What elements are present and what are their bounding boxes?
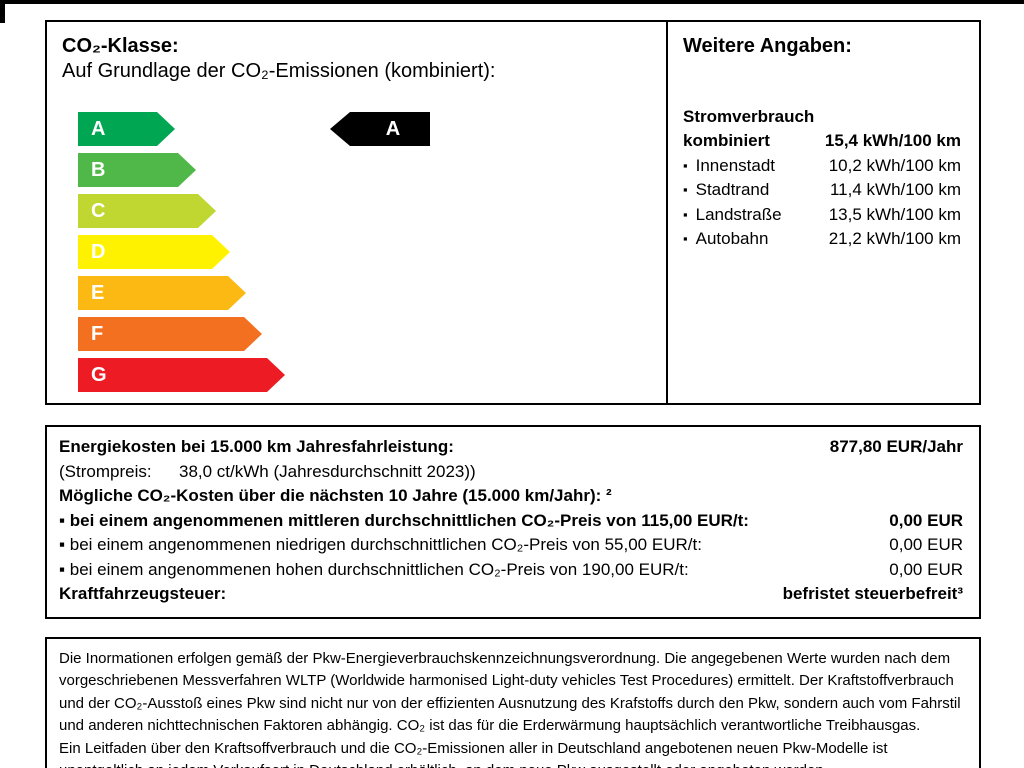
legal-paragraph-1: Die Inormationen erfolgen gemäß der Pkw-… xyxy=(59,649,961,735)
legal-text-panel: Die Inormationen erfolgen gemäß der Pkw-… xyxy=(45,636,981,768)
co2-class-arrow-A: A xyxy=(78,112,175,146)
row-label: Autobahn xyxy=(695,229,769,248)
co2-class-letter: B xyxy=(91,158,106,181)
row-label: Energiekosten bei 15.000 km Jahresfahrle… xyxy=(59,437,454,456)
consumption-title: Stromverbrauch xyxy=(683,107,815,126)
co2-class-arrow-B: B xyxy=(78,153,196,187)
co2-class-letter: C xyxy=(91,199,106,222)
co2-price-mid-row: ▪ bei einem angenommenen mittleren durch… xyxy=(59,509,963,534)
consumption-row-stadtrand: ▪ Stadtrand 11,4 kWh/100 km xyxy=(683,178,961,203)
row-value: 0,00 EUR xyxy=(889,535,963,554)
details-title: Weitere Angaben: xyxy=(683,35,852,57)
outer-frame-top-border xyxy=(0,0,1024,4)
row-label: Stadtrand xyxy=(695,180,770,199)
bullet-icon: ▪ xyxy=(683,231,688,246)
row-value: 38,0 ct/kWh (Jahresdurchschnitt 2023)) xyxy=(179,461,476,481)
outer-frame-left-border xyxy=(0,0,5,23)
energy-costs-panel: Energiekosten bei 15.000 km Jahresfahrle… xyxy=(45,425,981,619)
co2-class-letter: A xyxy=(91,117,106,140)
row-value: 13,5 kWh/100 km xyxy=(828,204,961,224)
row-label: ▪ bei einem angenommenen hohen durchschn… xyxy=(59,559,689,579)
co2-class-letter: E xyxy=(91,281,105,304)
co2-price-high-row: ▪ bei einem angenommenen hohen durchschn… xyxy=(59,558,963,583)
bullet-icon: ▪ xyxy=(683,206,688,222)
consumption-row-landstrasse: ▪ Landstraße 13,5 kWh/100 km xyxy=(683,203,961,228)
row-label: Innenstadt xyxy=(695,155,776,175)
vehicle-class-marker: A xyxy=(330,112,430,146)
co2-class-letter: D xyxy=(91,240,106,263)
bullet-icon: ▪ xyxy=(683,157,688,173)
vehicle-class-letter: A xyxy=(385,117,401,140)
row-label: ▪ bei einem angenommenen niedrigen durch… xyxy=(59,535,702,554)
consumption-row-innenstadt: ▪ Innenstadt 10,2 kWh/100 km xyxy=(683,154,961,179)
co2-class-panel: CO₂-Klasse: Auf Grundlage der CO₂-Emissi… xyxy=(45,20,668,405)
row-label: Kraftfahrzeugsteuer: xyxy=(59,584,227,603)
energy-costs-row: Energiekosten bei 15.000 km Jahresfahrle… xyxy=(59,435,963,460)
top-section: CO₂-Klasse: Auf Grundlage der CO₂-Emissi… xyxy=(45,20,981,405)
bullet-icon: ▪ xyxy=(683,182,688,197)
co2-class-arrow-C: C xyxy=(78,194,216,228)
row-value: 11,4 kWh/100 km xyxy=(829,180,961,199)
co2-price-low-row: ▪ bei einem angenommenen niedrigen durch… xyxy=(59,533,963,558)
row-label: Mögliche CO₂-Kosten über die nächsten 10… xyxy=(59,486,612,505)
co2-class-subtitle: Auf Grundlage der CO₂-Emissionen (kombin… xyxy=(62,60,496,82)
combined-label: kombiniert xyxy=(683,131,770,150)
co2-class-arrow-G: G xyxy=(78,358,285,392)
weitere-angaben-panel: Weitere Angaben: Stromverbrauch kombinie… xyxy=(668,20,981,405)
row-label: (Strompreis: xyxy=(59,461,152,481)
row-value: 0,00 EUR xyxy=(889,559,963,579)
electricity-price-row: (Strompreis: 38,0 ct/kWh (Jahresdurchsch… xyxy=(59,460,963,485)
co2-class-arrow-D: D xyxy=(78,235,230,269)
row-value: 877,80 EUR/Jahr xyxy=(829,437,963,456)
co2-class-title: CO₂-Klasse: xyxy=(62,35,179,57)
vehicle-tax-row: Kraftfahrzeugsteuer: befristet steuerbef… xyxy=(59,582,963,607)
consumption-combined-row: kombiniert 15,4 kWh/100 km xyxy=(683,129,961,154)
co2-class-arrow-E: E xyxy=(78,276,246,310)
co2-class-letter: F xyxy=(91,322,104,345)
co2-class-arrow-F: F xyxy=(78,317,262,351)
consumption-row-autobahn: ▪ Autobahn 21,2 kWh/100 km xyxy=(683,227,961,252)
row-label: Landstraße xyxy=(695,204,782,224)
co2-class-letter: G xyxy=(91,363,107,386)
row-value: befristet steuerbefreit³ xyxy=(782,584,963,603)
legal-paragraph-2: Ein Leitfaden über den Kraftsoffverbrauc… xyxy=(59,739,888,768)
row-value: 21,2 kWh/100 km xyxy=(828,229,961,248)
row-label: ▪ bei einem angenommenen mittleren durch… xyxy=(59,510,749,530)
combined-value: 15,4 kWh/100 km xyxy=(824,131,961,150)
row-value: 10,2 kWh/100 km xyxy=(828,155,961,175)
row-value: 0,00 EUR xyxy=(889,510,963,530)
co2-costs-heading-row: Mögliche CO₂-Kosten über die nächsten 10… xyxy=(59,484,963,509)
